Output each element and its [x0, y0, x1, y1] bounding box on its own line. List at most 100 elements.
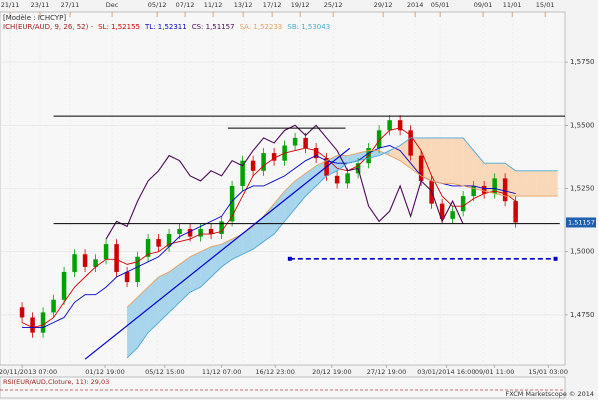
candle-body — [418, 155, 424, 181]
candle-body — [187, 228, 193, 237]
candle-body — [502, 178, 508, 202]
candle-body — [72, 254, 77, 272]
top-tick-label: 23/11 — [31, 1, 50, 9]
top-tick-label: 13/12 — [234, 1, 253, 9]
bottom-tick-label: 03/01/2014 16:00 — [417, 368, 475, 376]
candle-body — [103, 244, 109, 260]
y-tick-label: 1,5000 — [570, 248, 595, 256]
legend-row: ICH(EUR/AUD, 9, 26, 52) - SL: 1,52155 TL: … — [3, 23, 340, 32]
top-tick-label: 27/11 — [61, 1, 80, 9]
cloud-segment — [295, 173, 306, 209]
cloud-segment — [463, 137, 474, 189]
candle-body — [198, 228, 203, 237]
candle-body — [40, 312, 46, 333]
bottom-tick-label: 20/12 19:00 — [312, 368, 352, 376]
level-handle — [287, 256, 292, 261]
cloud-segment — [347, 153, 359, 164]
bottom-tick-label: 05/12 15:00 — [145, 368, 185, 376]
indicator-line — [126, 150, 558, 308]
candle-body — [345, 173, 350, 184]
indicator-line — [126, 137, 558, 359]
top-tick-label: 15/01 — [536, 1, 555, 9]
candle-body — [387, 120, 392, 131]
cloud-segment — [316, 160, 327, 186]
top-tick-label: 21/11 — [1, 1, 20, 9]
legend-entry: TL: 1,52311 — [145, 23, 187, 31]
model-label: [Modèle : ICHCYP] — [3, 14, 67, 22]
rsi-panel — [0, 376, 566, 399]
candle-body — [229, 185, 235, 222]
bottom-tick-label: 27/12 19:00 — [367, 368, 407, 376]
candle-body — [408, 130, 413, 156]
bottom-tick-label: 09/01 11:00 — [475, 368, 515, 376]
rsi-label: RSI(EUR/AUD,Cloture, 11): 29,03 — [3, 378, 109, 386]
candle-body — [51, 299, 56, 313]
y-tick-label: 1,4750 — [570, 311, 595, 319]
cloud-segment — [253, 216, 264, 250]
candle-body — [439, 203, 445, 219]
cloud-segment — [536, 170, 548, 197]
candle-body — [240, 160, 245, 186]
top-tick-label: 2014 — [407, 1, 424, 9]
last-price-label: 1,51157 — [568, 218, 595, 226]
top-tick-label: 11/12 — [204, 1, 223, 9]
candle-body — [219, 221, 224, 235]
candle-body — [460, 196, 466, 212]
candle-body — [93, 259, 98, 267]
cloud-segment — [127, 297, 138, 358]
footer: FXCM Marketscope © 2014 — [505, 390, 594, 398]
legend-entry: SL: 1,52155 — [98, 23, 140, 31]
top-tick-label: 05/12 — [148, 1, 167, 9]
legend-entry: SB: 1,53043 — [287, 23, 331, 31]
bottom-tick-label: 20/11/2013 07:00 — [0, 368, 57, 376]
top-tick-label: 25/12 — [324, 1, 343, 9]
candle-body — [30, 317, 35, 333]
indicator-label: ICH(EUR/AUD, 9, 26, 52) - — [3, 23, 94, 31]
cloud-segment — [484, 163, 495, 194]
cloud-segment — [242, 226, 254, 255]
bottom-tick-label: 15/01 03:00 — [528, 368, 568, 376]
candle-body — [135, 256, 140, 283]
legend-entry: CS: 1,51157 — [191, 23, 235, 31]
cloud-segment — [442, 137, 453, 184]
candle-body — [114, 244, 119, 272]
cloud-segment — [452, 137, 464, 186]
cloud-segment — [505, 163, 516, 197]
indicator-line — [105, 124, 464, 240]
candle-body — [250, 160, 256, 171]
y-tick-label: 1,5250 — [570, 185, 595, 193]
trendline — [84, 147, 351, 360]
candle-body — [61, 271, 67, 300]
top-tick-label: 09/01 — [474, 1, 493, 9]
last-price-box — [566, 217, 596, 228]
candle-body — [261, 153, 266, 171]
cloud-segment — [431, 137, 443, 184]
candle-body — [177, 228, 182, 235]
cloud-segment — [200, 246, 212, 288]
cloud-segment — [263, 203, 275, 242]
candle-body — [334, 175, 340, 184]
candle-body — [450, 211, 455, 219]
legend: [Modèle : ICHCYP] ICH(EUR/AUD, 9, 26, 52… — [3, 14, 340, 32]
top-tick-label: 17/12 — [263, 1, 282, 9]
cloud-segment — [137, 287, 149, 348]
candle-body — [471, 185, 476, 197]
legend-items: SL: 1,52155 TL: 1,52311 CS: 1,51157 SA: 1,5… — [98, 23, 335, 31]
candle-body — [208, 228, 214, 235]
candle-body — [376, 130, 382, 149]
candle-body — [397, 120, 403, 131]
candle-body — [145, 239, 151, 257]
cloud-segment — [515, 170, 527, 197]
cloud-segment — [494, 163, 506, 197]
top-tick-label: 19/12 — [291, 1, 310, 9]
candle-body — [513, 201, 518, 223]
top-tick-label: 11/01 — [503, 1, 522, 9]
candle-body — [82, 254, 88, 267]
candle-body — [271, 153, 277, 161]
cloud-segment — [221, 239, 233, 267]
bottom-tick-label: 11/12 07:00 — [202, 368, 242, 376]
top-tick-label: 05/01 — [431, 1, 450, 9]
candle-body — [124, 271, 130, 283]
legend-entry: SA: 1,52233 — [239, 23, 283, 31]
